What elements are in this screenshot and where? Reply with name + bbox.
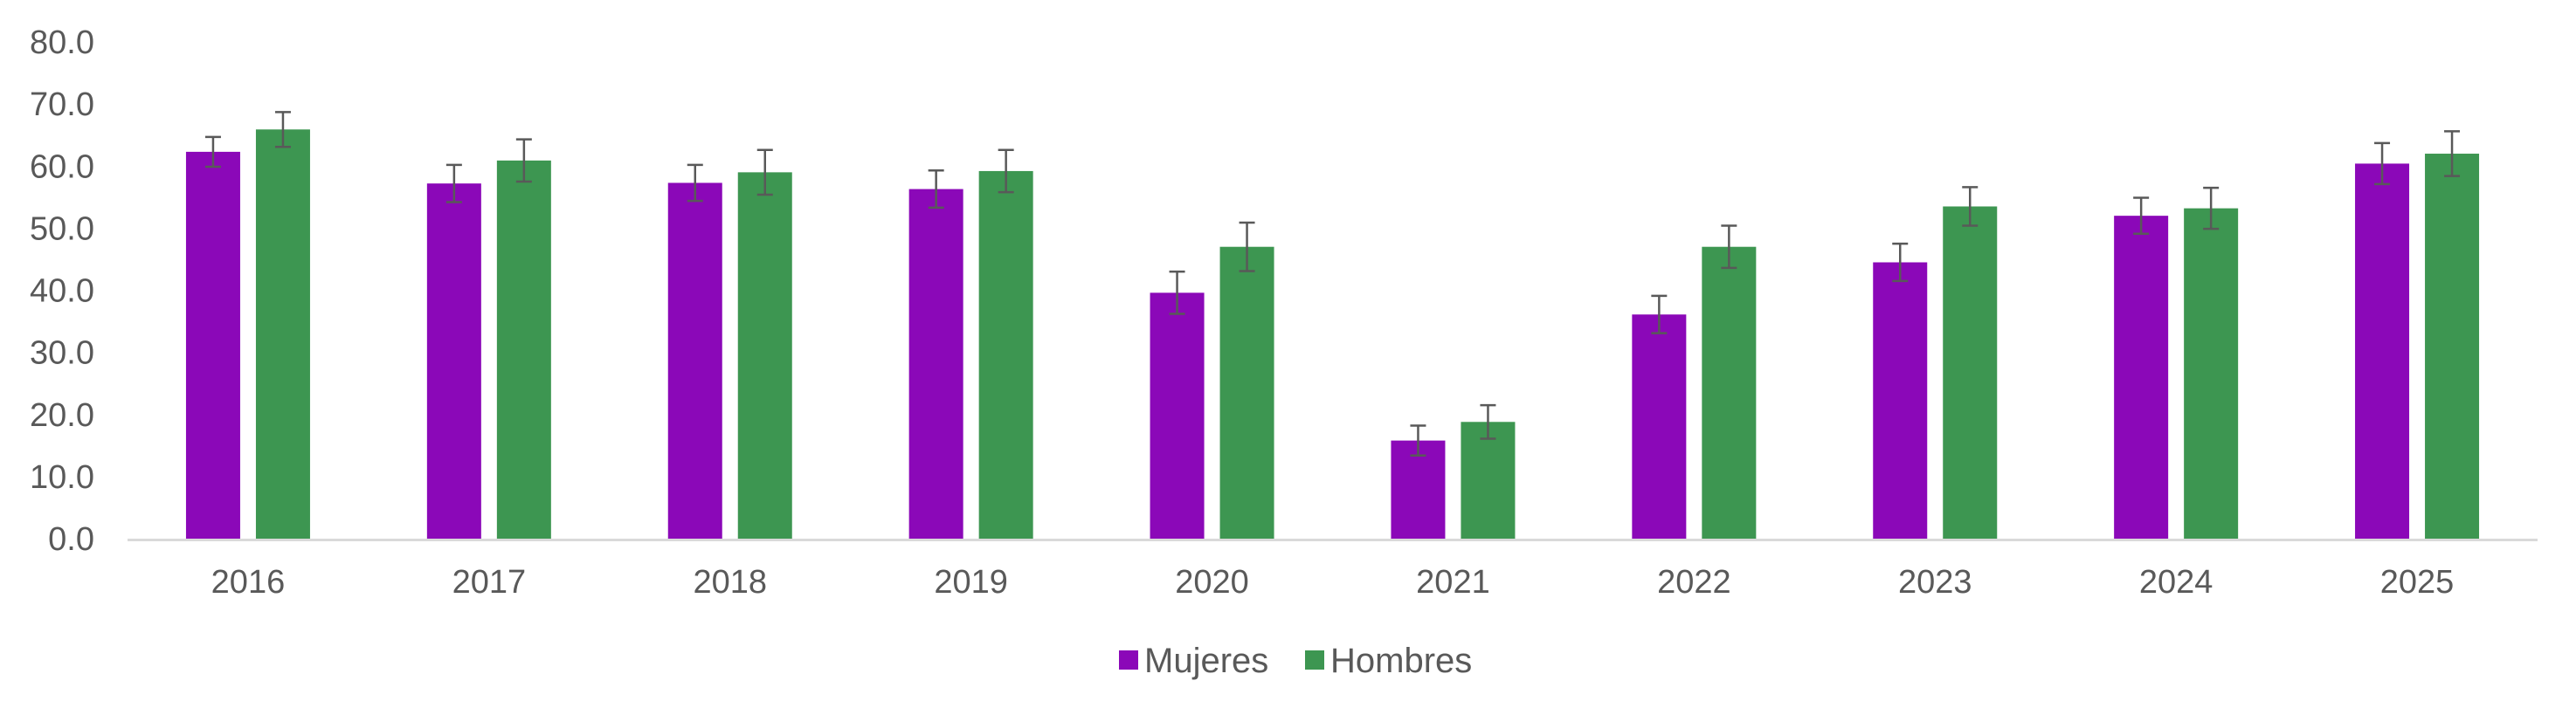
error-bar-mujeres-2022 xyxy=(1651,294,1668,334)
y-tick-label: 30.0 xyxy=(30,335,94,372)
y-tick-label: 80.0 xyxy=(30,24,94,61)
x-axis: 2016 2017 2018 2019 2020 2021 2022 2023 2024 2025 xyxy=(211,564,2455,601)
error-bar-hombres-2016 xyxy=(274,111,291,148)
error-bar-mujeres-2017 xyxy=(445,163,462,203)
error-bar-hombres-2020 xyxy=(1239,221,1255,272)
bar-hombres-2020 xyxy=(1219,246,1274,539)
error-bar-hombres-2017 xyxy=(515,138,532,183)
bar-mujeres-2024 xyxy=(2114,216,2169,539)
x-tick-label: 2022 xyxy=(1657,564,1731,601)
legend-item-hombres: Hombres xyxy=(1305,642,1472,680)
bar-hombres-2024 xyxy=(2184,208,2239,540)
x-tick-label: 2018 xyxy=(693,564,767,601)
bar-hombres-2023 xyxy=(1943,206,1998,539)
bar-mujeres-2021 xyxy=(1391,440,1446,539)
legend: Mujeres Hombres xyxy=(1119,642,1472,680)
x-tick-label: 2019 xyxy=(934,564,1008,601)
bar-mujeres-2019 xyxy=(908,189,963,539)
x-tick-label: 2020 xyxy=(1175,564,1249,601)
legend-item-mujeres: Mujeres xyxy=(1119,642,1268,680)
legend-label: Mujeres xyxy=(1144,642,1268,680)
error-bar-mujeres-2023 xyxy=(1892,242,1909,283)
bar-hombres-2016 xyxy=(255,129,310,539)
legend-label: Hombres xyxy=(1330,642,1472,680)
y-tick-label: 60.0 xyxy=(30,148,94,185)
x-tick-label: 2023 xyxy=(1898,564,1972,601)
x-tick-label: 2025 xyxy=(2380,564,2455,601)
error-bars xyxy=(204,111,2461,457)
error-bar-hombres-2023 xyxy=(1962,186,1979,227)
y-tick-label: 70.0 xyxy=(30,86,94,123)
bar-hombres-2022 xyxy=(1702,246,1757,539)
legend-swatch xyxy=(1305,650,1324,670)
y-tick-label: 40.0 xyxy=(30,273,94,310)
legend-swatch xyxy=(1119,650,1138,670)
x-tick-label: 2016 xyxy=(211,564,286,601)
bar-hombres-2018 xyxy=(737,172,792,540)
bar-mujeres-2018 xyxy=(667,182,722,540)
error-bar-hombres-2022 xyxy=(1721,224,1737,270)
error-bar-mujeres-2020 xyxy=(1169,270,1185,315)
bar-hombres-2021 xyxy=(1461,422,1516,539)
error-bar-mujeres-2025 xyxy=(2374,141,2391,186)
bar-hombres-2019 xyxy=(978,170,1033,539)
error-bar-hombres-2018 xyxy=(756,148,773,196)
bar-mujeres-2023 xyxy=(1873,262,1928,539)
error-bar-hombres-2025 xyxy=(2444,130,2461,177)
error-bar-mujeres-2024 xyxy=(2133,196,2150,236)
x-tick-label: 2024 xyxy=(2139,564,2213,601)
x-tick-label: 2017 xyxy=(452,564,527,601)
error-bar-hombres-2024 xyxy=(2203,186,2220,230)
error-bar-hombres-2019 xyxy=(998,148,1014,194)
x-tick-label: 2021 xyxy=(1416,564,1490,601)
bar-mujeres-2020 xyxy=(1150,292,1205,539)
error-bar-hombres-2021 xyxy=(1480,403,1496,440)
bars xyxy=(185,129,2480,540)
y-tick-label: 10.0 xyxy=(30,459,94,496)
error-bar-mujeres-2018 xyxy=(687,163,703,203)
y-tick-label: 0.0 xyxy=(48,521,94,558)
error-bar-mujeres-2016 xyxy=(204,135,221,168)
y-axis: 0.0 10.0 20.0 30.0 40.0 50.0 60.0 70.0 80.0 xyxy=(30,24,94,558)
bar-mujeres-2025 xyxy=(2355,163,2410,539)
bar-mujeres-2022 xyxy=(1632,314,1687,539)
error-bar-mujeres-2021 xyxy=(1410,424,1426,457)
y-tick-label: 50.0 xyxy=(30,210,94,247)
error-bar-mujeres-2019 xyxy=(928,168,944,210)
y-tick-label: 20.0 xyxy=(30,397,94,434)
bar-mujeres-2017 xyxy=(426,183,481,540)
bar-hombres-2017 xyxy=(496,160,551,539)
bar-hombres-2025 xyxy=(2425,154,2480,539)
bar-mujeres-2016 xyxy=(185,151,240,540)
